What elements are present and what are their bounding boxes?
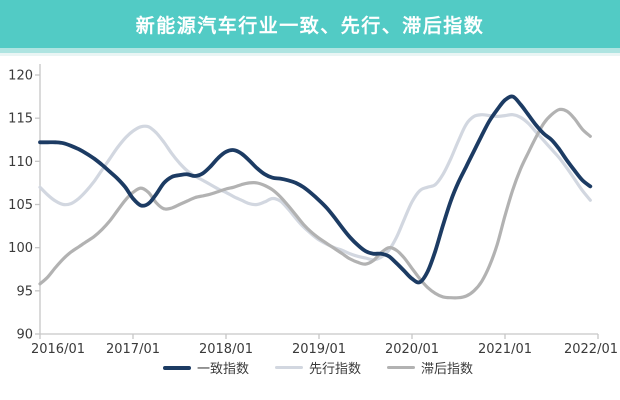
- x-axis-label: 2021/01: [478, 342, 532, 357]
- y-axis-label: 90: [16, 328, 33, 343]
- y-axis-label: 110: [8, 155, 33, 170]
- legend-item-lagging: 滞后指数: [387, 358, 473, 377]
- legend-item-leading: 先行指数: [274, 358, 361, 377]
- chart-title: 新能源汽车行业一致、先行、滞后指数: [135, 14, 485, 37]
- series-line-1: [38, 113, 592, 262]
- title-banner: 新能源汽车行业一致、先行、滞后指数: [0, 0, 620, 48]
- chart-area: 90 95 100 105 110 115 120 2016/01 2017/01 2018/01…: [0, 56, 620, 377]
- legend-item-coincident: 一致指数: [162, 358, 249, 377]
- y-axis-label: 120: [8, 69, 33, 84]
- y-axis-label: 100: [8, 241, 33, 256]
- axes: 90 95 100 105 110 115 120 2016/01 2017/01 2018/01…: [8, 64, 618, 357]
- chart-canvas: 90 95 100 105 110 115 120 2016/01 2017/01 2018/01…: [8, 64, 618, 357]
- legend-swatch-coincident: [162, 365, 191, 370]
- legend-swatch-lagging: [387, 366, 415, 369]
- banner-strip-light: [0, 53, 620, 56]
- legend: 一致指数 先行指数 滞后指数: [8, 358, 620, 377]
- x-axis-label: 2019/01: [292, 342, 346, 357]
- banner-strip: [0, 48, 620, 53]
- series-line-2: [38, 107, 592, 300]
- x-axis-label: 2020/01: [385, 342, 439, 357]
- y-axis-label: 105: [8, 198, 33, 213]
- legend-label-coincident: 一致指数: [196, 362, 249, 377]
- series-line-0: [38, 94, 593, 285]
- chart-card: 新能源汽车行业一致、先行、滞后指数 90 95 100 105 110 115 120 201…: [0, 0, 620, 377]
- x-axis-label: 2016/01: [31, 342, 85, 357]
- legend-label-leading: 先行指数: [308, 362, 361, 377]
- x-axis-label: 2022/01: [564, 342, 618, 357]
- x-axis-label: 2017/01: [106, 342, 160, 357]
- y-axis-label: 115: [8, 112, 33, 127]
- legend-swatch-leading: [274, 366, 303, 369]
- x-axis-label: 2018/01: [199, 342, 253, 357]
- y-axis-label: 95: [16, 284, 33, 299]
- legend-label-lagging: 滞后指数: [421, 362, 474, 377]
